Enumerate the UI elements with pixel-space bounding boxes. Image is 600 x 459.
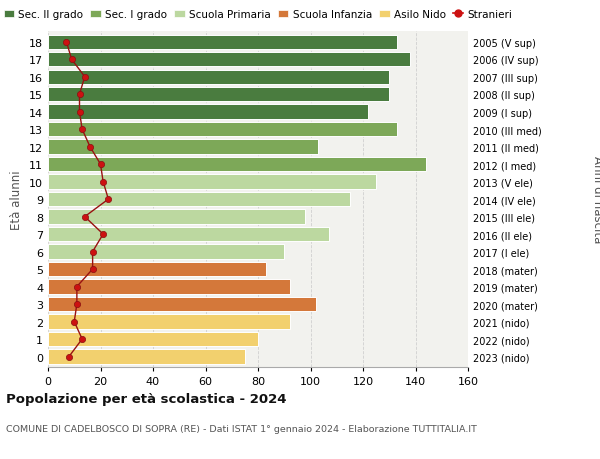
Bar xyxy=(48,88,389,102)
Bar xyxy=(48,70,389,84)
Text: Popolazione per età scolastica - 2024: Popolazione per età scolastica - 2024 xyxy=(6,392,287,405)
Bar xyxy=(48,227,329,242)
Bar xyxy=(48,123,397,137)
Bar xyxy=(48,315,290,329)
Bar xyxy=(48,53,410,67)
Bar xyxy=(48,262,266,277)
Bar xyxy=(48,140,319,155)
Bar xyxy=(48,35,397,50)
Bar xyxy=(48,175,376,190)
Bar xyxy=(48,210,305,224)
Bar xyxy=(48,192,350,207)
Legend: Sec. II grado, Sec. I grado, Scuola Primaria, Scuola Infanzia, Asilo Nido, Stran: Sec. II grado, Sec. I grado, Scuola Prim… xyxy=(4,10,512,20)
Bar xyxy=(48,105,368,119)
Bar xyxy=(48,297,316,312)
Bar xyxy=(48,350,245,364)
Bar xyxy=(48,280,290,294)
Bar xyxy=(48,332,258,347)
Text: Anni di nascita: Anni di nascita xyxy=(590,156,600,243)
Text: COMUNE DI CADELBOSCO DI SOPRA (RE) - Dati ISTAT 1° gennaio 2024 - Elaborazione T: COMUNE DI CADELBOSCO DI SOPRA (RE) - Dat… xyxy=(6,425,477,434)
Y-axis label: Età alunni: Età alunni xyxy=(10,170,23,230)
Bar xyxy=(48,245,284,259)
Bar xyxy=(48,157,426,172)
